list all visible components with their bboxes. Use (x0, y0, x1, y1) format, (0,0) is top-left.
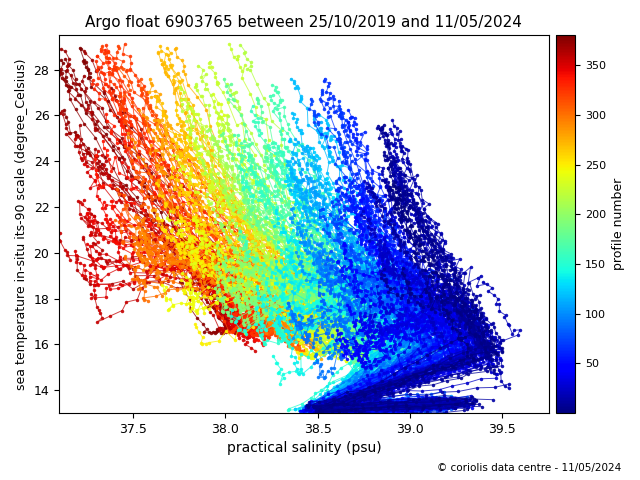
Title: Argo float 6903765 between 25/10/2019 and 11/05/2024: Argo float 6903765 between 25/10/2019 an… (85, 15, 522, 30)
X-axis label: practical salinity (psu): practical salinity (psu) (227, 442, 381, 456)
Text: © coriolis data centre - 11/05/2024: © coriolis data centre - 11/05/2024 (436, 463, 621, 473)
Y-axis label: sea temperature in-situ its-90 scale (degree_Celsius): sea temperature in-situ its-90 scale (de… (15, 59, 28, 390)
Y-axis label: profile number: profile number (612, 178, 625, 270)
